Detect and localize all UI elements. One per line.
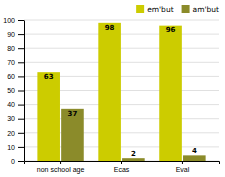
y-tick: 0	[11, 158, 24, 165]
y-tick: 10	[7, 144, 24, 151]
axis-line	[25, 162, 220, 165]
legend-swatch	[182, 5, 190, 13]
tick-mark	[18, 20, 24, 21]
tick-mark	[18, 76, 24, 77]
y-tick: 40	[7, 101, 24, 108]
chart-svg: 0 10 20 30 40 50 60 70 80 90 100 non school age Ecas…	[0, 0, 225, 177]
y-tick: 90	[7, 31, 24, 38]
bar	[37, 72, 60, 161]
tick-label: 80	[7, 45, 15, 52]
tick-mark	[18, 91, 24, 92]
tick-mark	[18, 133, 24, 134]
tick-mark	[18, 34, 24, 35]
x-tick: Eval	[176, 161, 190, 173]
grid-line	[24, 34, 219, 35]
tick-mark	[121, 161, 122, 164]
bar	[183, 155, 206, 161]
legend: em'but am'but	[136, 5, 219, 14]
bars	[37, 23, 205, 161]
tick-label: Ecas	[114, 166, 130, 173]
y-tick: 60	[7, 73, 24, 80]
x-tick: Ecas	[114, 161, 130, 173]
tick-label: 0	[11, 158, 15, 165]
legend-label: em'but	[147, 5, 173, 14]
y-tick: 20	[7, 130, 24, 137]
y-tick: 80	[7, 45, 24, 52]
chart-container: 0 10 20 30 40 50 60 70 80 90 100 non school age Ecas…	[0, 0, 225, 177]
data-label: 98	[105, 24, 115, 32]
grid-line	[24, 20, 219, 21]
data-labels: 63 98 96 37 2 4	[44, 24, 197, 159]
tick-mark	[18, 48, 24, 49]
x-tick: non school age	[37, 161, 85, 174]
y-tick: 30	[7, 115, 24, 122]
axis-line	[24, 21, 25, 162]
plot-area: 0 10 20 30 40 50 60 70 80 90 100 non school age Ecas…	[3, 17, 219, 174]
legend-item: em'but	[136, 5, 173, 14]
tick-label: 30	[7, 115, 15, 122]
x-axis: non school age Ecas Eval	[25, 161, 220, 174]
tick-label: 60	[7, 73, 15, 80]
grid-line	[24, 48, 219, 49]
tick-label: non school age	[37, 166, 85, 174]
tick-label: 50	[7, 87, 15, 94]
tick-mark	[18, 161, 24, 162]
data-label: 96	[166, 26, 176, 34]
bar	[159, 26, 182, 161]
legend-label: am'but	[193, 5, 219, 14]
bar	[61, 109, 84, 161]
tick-mark	[18, 62, 24, 63]
data-label: 63	[44, 73, 54, 81]
tick-label: 20	[7, 130, 15, 137]
tick-mark	[182, 161, 183, 164]
tick-mark	[60, 161, 61, 164]
bar	[122, 158, 145, 161]
tick-mark	[18, 147, 24, 148]
grid-line	[24, 62, 219, 63]
tick-label: 40	[7, 101, 15, 108]
data-label: 2	[131, 150, 136, 158]
y-axis: 0 10 20 30 40 50 60 70 80 90 100	[3, 17, 24, 165]
y-tick: 50	[7, 87, 24, 94]
y-tick: 70	[7, 59, 24, 66]
tick-mark	[18, 105, 24, 106]
data-label: 37	[68, 110, 78, 118]
tick-label: 70	[7, 59, 15, 66]
tick-mark	[18, 119, 24, 120]
legend-swatch	[136, 5, 144, 13]
tick-label: 10	[7, 144, 15, 151]
data-label: 4	[192, 147, 197, 155]
tick-label: 100	[3, 17, 15, 24]
grid	[24, 20, 219, 161]
bar	[98, 23, 121, 161]
y-tick: 100	[3, 17, 24, 24]
tick-label: Eval	[176, 166, 190, 173]
legend-item: am'but	[182, 5, 219, 14]
tick-label: 90	[7, 31, 15, 38]
